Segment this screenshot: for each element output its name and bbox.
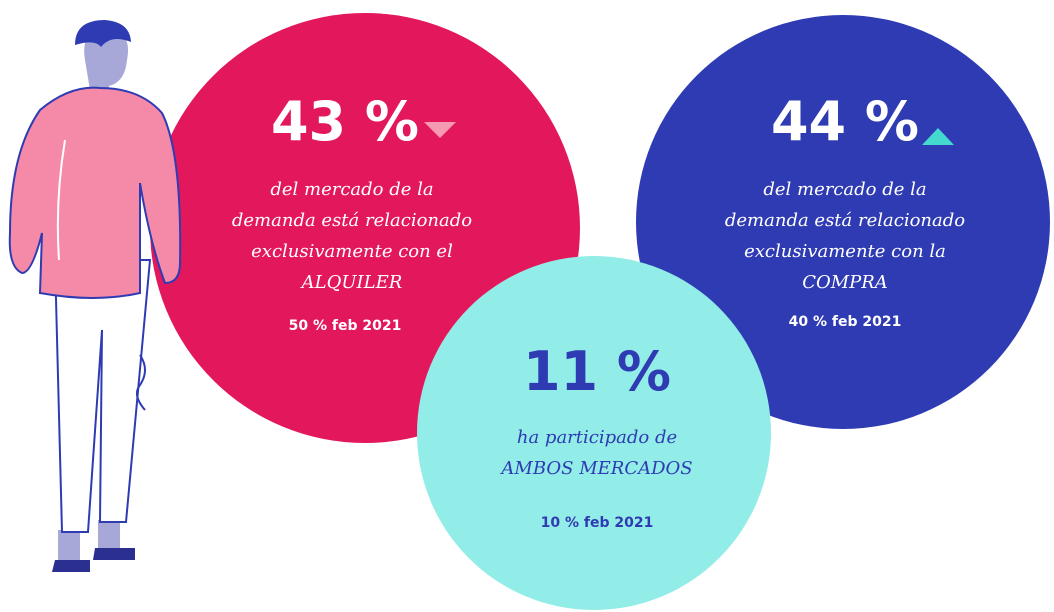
value: 43 % <box>271 90 419 153</box>
description-line: del mercado de la <box>763 179 926 200</box>
description-line: demanda está relacionado <box>232 210 472 231</box>
value: 11 % <box>523 340 671 403</box>
description-line: ha participado de <box>517 427 677 448</box>
description-line: demanda está relacionado <box>725 210 965 231</box>
comparison: 10 % feb 2021 <box>541 515 654 531</box>
comparison: 40 % feb 2021 <box>789 314 902 330</box>
description-line: AMBOS MERCADOS <box>499 458 692 479</box>
value: 44 % <box>771 90 919 153</box>
person-illustration <box>10 20 180 572</box>
description-line: del mercado de la <box>270 179 433 200</box>
description-line: exclusivamente con la <box>744 241 946 262</box>
description-line: ALQUILER <box>300 272 403 293</box>
description-line: exclusivamente con el <box>251 241 453 262</box>
description-line: COMPRA <box>802 272 888 293</box>
infographic: 43 % del mercado de la demanda está relac… <box>0 0 1054 612</box>
comparison: 50 % feb 2021 <box>289 318 402 334</box>
